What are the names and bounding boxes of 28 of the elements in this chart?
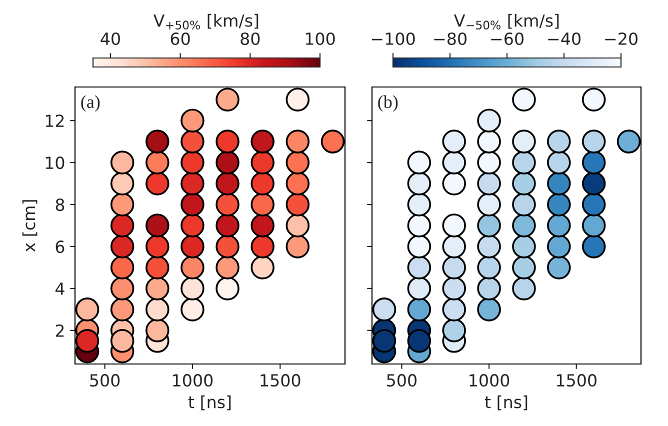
color-bar-label: −60 [491, 32, 524, 46]
color-bar-label: 60 [170, 32, 190, 46]
annotation: (a) [81, 95, 100, 112]
annotation: (b) [378, 95, 398, 112]
color-bar-label: 40 [100, 32, 120, 46]
y-tick-label: 4 [55, 282, 64, 295]
y-tick-label: 12 [46, 114, 64, 127]
y-tick-label: 10 [46, 156, 64, 170]
color-bar-label: 80 [240, 32, 260, 46]
color-bar-label: −80 [434, 32, 466, 46]
color-bar-label: 100 [306, 32, 335, 46]
y-axis-title: x [cm] [22, 200, 38, 252]
color-bar-label: −20 [605, 32, 638, 46]
x-tick-label: 500 [387, 374, 416, 387]
color-bar-label: −100 [372, 32, 415, 46]
x-tick-label: 1500 [260, 374, 300, 387]
color-bar-label: −40 [548, 32, 580, 46]
x-tick-label: 500 [90, 374, 120, 387]
y-tick-label: 8 [56, 198, 64, 212]
x-axis-title: t [ns] [188, 395, 231, 410]
x-tick-label: 1000 [173, 374, 213, 387]
y-tick-label: 2 [56, 324, 64, 337]
x-tick-label: 1000 [470, 374, 510, 387]
x-axis-title: t [ns] [484, 395, 528, 410]
x-tick-label: 1500 [556, 374, 596, 387]
color-bar-title: V$_{+50%}$ [km/s] [153, 14, 258, 30]
y-tick-label: 6 [56, 240, 64, 254]
color-bar-title: V$_{−50%}$ [km/s] [454, 14, 559, 30]
